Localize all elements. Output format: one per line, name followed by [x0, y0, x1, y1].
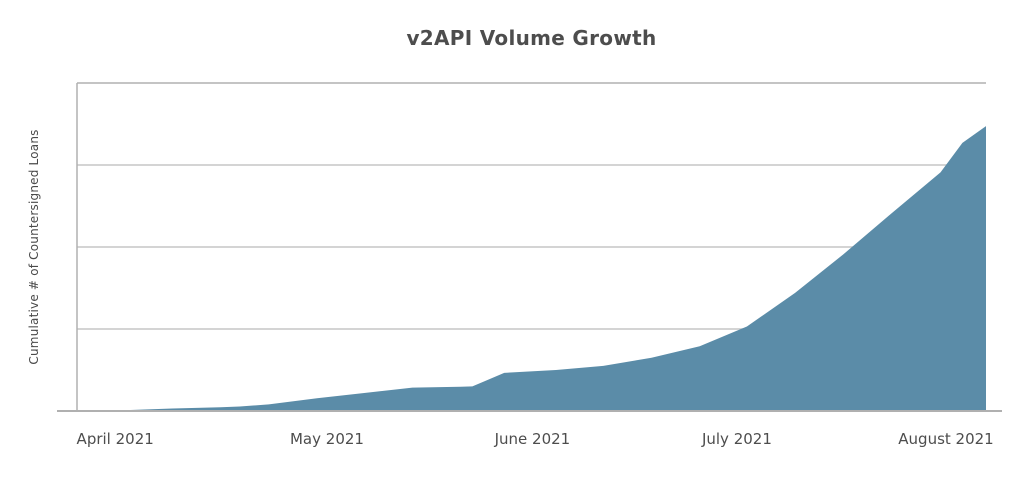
x-tick-label: May 2021 [289, 430, 364, 448]
x-tick-label: June 2021 [494, 430, 571, 448]
area-series-countersigned-loans [77, 126, 986, 411]
x-tick-label: August 2021 [898, 430, 994, 448]
chart-title: v2API Volume Growth [406, 26, 657, 50]
x-tick-label: April 2021 [76, 430, 154, 448]
x-tick-label: July 2021 [701, 430, 772, 448]
